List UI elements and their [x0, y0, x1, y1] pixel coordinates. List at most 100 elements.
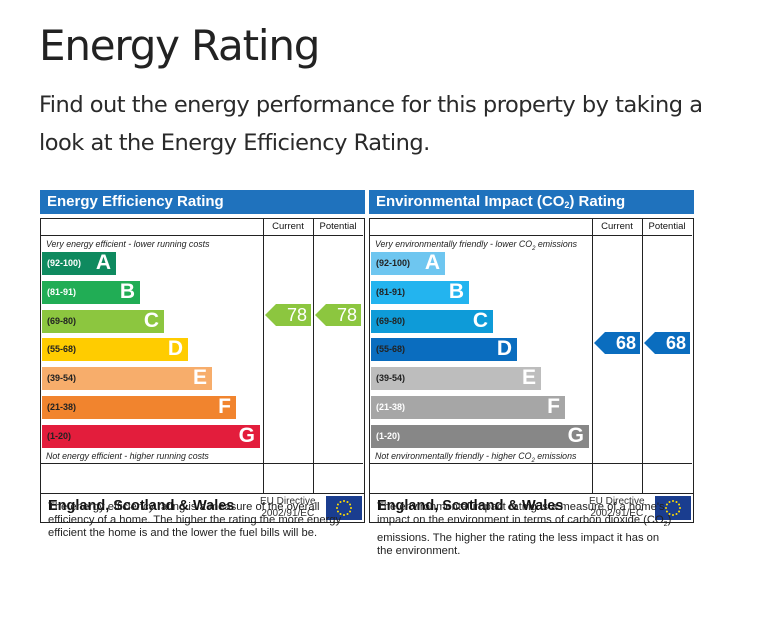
potential-column-divider	[642, 219, 643, 493]
rating-table: Current Potential Very environmentally f…	[369, 218, 694, 494]
band-d: (55-68) D	[371, 337, 517, 362]
page-intro: Find out the energy performance for this…	[39, 92, 703, 156]
header-divider	[41, 235, 363, 236]
bottom-caption: Not environmentally friendly - higher CO…	[375, 451, 576, 464]
caption-subscript: 2	[532, 245, 536, 252]
region-label: England, Scotland & Wales	[48, 498, 235, 514]
flag-star	[668, 513, 671, 516]
band-letter: G	[567, 423, 584, 447]
flag-star	[679, 507, 681, 509]
current-column-divider	[263, 219, 264, 493]
header-divider	[370, 235, 692, 236]
chart-footer: England, Scotland & Wales EU Directive 2…	[369, 493, 694, 523]
band-a: (92-100) A	[371, 251, 445, 275]
band-range: (55-68)	[376, 344, 406, 355]
flag-star	[343, 500, 345, 502]
flag-star	[675, 500, 678, 503]
current-column-header: Current	[272, 221, 304, 232]
flag-star	[678, 503, 681, 506]
chart-description: The energy efficiency rating is a measur…	[48, 501, 342, 539]
band-range: (69-80)	[47, 315, 77, 326]
region-label: England, Scotland & Wales	[377, 498, 564, 514]
potential-rating-arrow: 78	[315, 303, 361, 326]
potential-arrow-shape	[315, 303, 361, 326]
band-range: (92-100)	[376, 258, 411, 268]
description-prefix: The environmental impact rating is a mea…	[377, 501, 665, 526]
chart-title: Energy Efficiency Rating	[40, 190, 365, 214]
band-range: (21-38)	[47, 402, 77, 412]
flag-star	[339, 500, 342, 503]
band-b: (81-91) B	[42, 279, 140, 304]
potential-column-divider	[313, 219, 314, 493]
band-e: (39-54) E	[42, 366, 212, 391]
current-rating-arrow: 78	[265, 303, 311, 326]
eu-directive: EU Directive 2002/91/EC	[589, 496, 645, 520]
band-range: (92-100)	[47, 258, 82, 268]
chart-description: The environmental impact rating is a mea…	[377, 501, 677, 557]
band-letter: A	[95, 251, 111, 274]
band-range: (1-20)	[376, 430, 401, 441]
band-e: (39-54) E	[371, 366, 541, 391]
band-letter: E	[192, 366, 207, 390]
band-range: (55-68)	[47, 344, 77, 355]
flag-star	[665, 507, 667, 509]
flag-star	[665, 510, 668, 513]
current-rating-arrow: 68	[594, 332, 640, 355]
directive-line-1: EU Directive	[589, 496, 645, 507]
current-rating-value: 68	[615, 333, 636, 354]
band-letter: D	[167, 337, 183, 361]
page-title: Energy Rating	[39, 21, 320, 70]
current-column-header: Current	[601, 221, 633, 232]
rating-table: Current Potential Very energy efficient …	[40, 218, 365, 494]
potential-rating-arrow: 68	[644, 332, 690, 355]
band-a: (92-100) A	[42, 251, 116, 275]
band-letter: C	[472, 308, 488, 332]
caption-suffix: emissions	[534, 451, 577, 461]
caption-subscript: 2	[531, 457, 535, 464]
band-letter: B	[448, 279, 464, 303]
band-range: (39-54)	[376, 373, 406, 384]
potential-arrow-shape	[644, 332, 690, 355]
directive-line-2: 2002/91/EC	[261, 508, 315, 519]
chart-footer: England, Scotland & Wales EU Directive 2…	[40, 493, 365, 523]
footer-divider	[41, 463, 363, 464]
flag-star	[336, 510, 339, 513]
energy-efficiency-chart: Energy Efficiency Rating Current Potenti…	[40, 190, 365, 550]
potential-rating-value: 78	[336, 304, 357, 325]
current-column-divider	[592, 219, 593, 493]
current-rating-value: 78	[286, 304, 307, 325]
flag-star	[350, 507, 352, 509]
flag-star	[672, 514, 674, 516]
flag-star	[672, 500, 674, 502]
current-arrow-shape	[265, 303, 311, 326]
caption-suffix: emissions	[535, 239, 578, 249]
eu-directive: EU Directive 2002/91/EC	[260, 496, 316, 520]
band-range: (1-20)	[47, 430, 72, 441]
flag-star	[665, 503, 668, 506]
title-suffix: ) Rating	[569, 193, 626, 210]
flag-star	[668, 500, 671, 503]
description-suffix: ) emissions. The higher the rating the l…	[377, 513, 672, 557]
band-b: (81-91) B	[371, 279, 469, 304]
environmental-impact-chart: Environmental Impact (CO2) Rating Curren…	[369, 190, 694, 557]
band-letter: G	[238, 423, 255, 447]
band-letter: B	[119, 279, 135, 303]
flag-star	[346, 513, 349, 516]
flag-star	[336, 503, 339, 506]
band-range: (81-91)	[376, 286, 406, 297]
band-letter: F	[547, 395, 560, 418]
title-subscript: 2	[564, 200, 570, 210]
flag-star	[675, 513, 678, 516]
band-c: (69-80) C	[371, 308, 493, 333]
band-f: (21-38) F	[42, 395, 236, 419]
potential-column-header: Potential	[648, 221, 686, 232]
top-caption: Very energy efficient - lower running co…	[46, 239, 210, 249]
flag-star	[678, 510, 681, 513]
band-letter: C	[143, 308, 159, 332]
top-caption: Very environmentally friendly - lower CO…	[375, 239, 577, 252]
flag-star	[343, 514, 345, 516]
band-range: (69-80)	[376, 315, 406, 326]
current-arrow-shape	[594, 332, 640, 355]
band-letter: F	[218, 395, 231, 418]
caption-prefix: Very environmentally friendly - lower CO	[375, 239, 533, 249]
